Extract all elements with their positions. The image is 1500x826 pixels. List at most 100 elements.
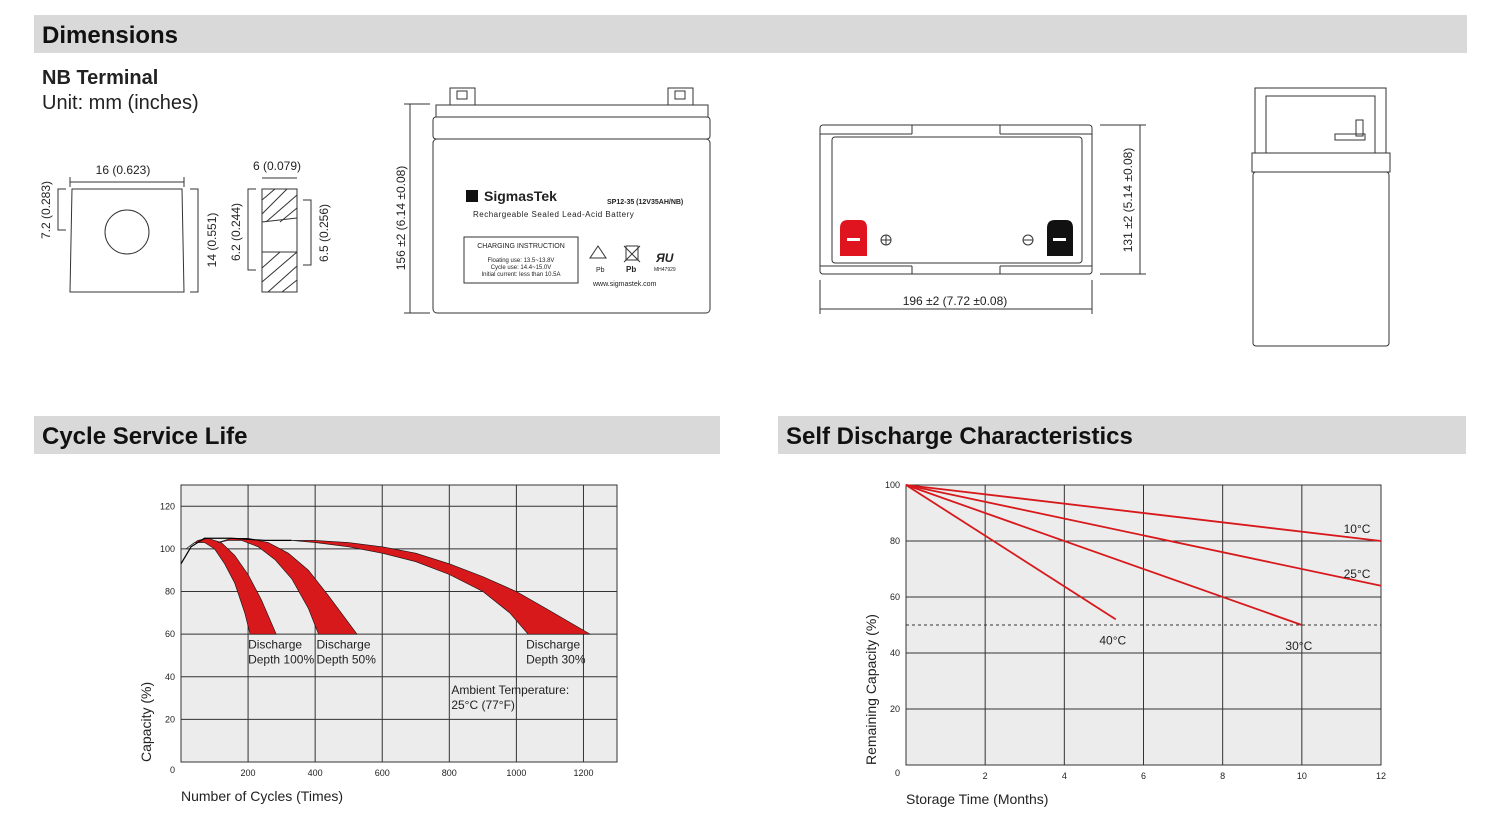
x-tick-label: 1000: [506, 768, 526, 778]
instruction-line: Cycle use: 14.4~15.0V: [491, 265, 552, 271]
band-label: Discharge: [526, 637, 580, 651]
drawing-path: [57, 188, 66, 231]
series-line: [905, 484, 1117, 621]
band-label: Depth 100%: [248, 652, 314, 666]
series-label: 40°C: [1099, 633, 1126, 647]
dim-label: 6 (0.079): [253, 159, 301, 173]
x-tick-label: 200: [241, 768, 256, 778]
series-line: [905, 484, 1382, 542]
dim-label: 156 ±2 (6.14 ±0.08): [394, 166, 408, 271]
header-bar: [34, 416, 720, 454]
drawing-rect: [1265, 95, 1376, 154]
drawing-rect: [432, 116, 711, 140]
annotation: 25°C (77°F): [451, 698, 515, 712]
mark: MH47929: [654, 267, 676, 273]
x-tick-label: 6: [1141, 771, 1146, 781]
y-tick-label: 80: [890, 536, 900, 546]
x-tick-label: 4: [1062, 771, 1067, 781]
drawing-rect: [831, 136, 1083, 264]
battery-top: 131 ±2 (5.14 ±0.08) 196 ±2 (7.72 ±0.08): [819, 124, 1146, 314]
drawing-rect: [674, 90, 686, 100]
series-line: [905, 484, 1303, 626]
band-label: Depth 50%: [317, 652, 377, 666]
website: www.sigmastek.com: [592, 281, 657, 288]
series-label: 10°C: [1344, 522, 1371, 536]
annotation: Ambient Temperature:: [451, 683, 569, 697]
section-title: Self Discharge Characteristics: [786, 423, 1133, 450]
capacity-line: [180, 537, 292, 565]
x-tick-label: 10: [1297, 771, 1307, 781]
drawing-rect: [463, 236, 579, 284]
y-tick-label: 40: [890, 648, 900, 658]
y-axis-label: Capacity (%): [138, 682, 154, 762]
drawing-rect: [1254, 87, 1387, 154]
y-tick-label: 60: [165, 629, 175, 639]
drawing-path: [190, 188, 199, 293]
drawing-path: [261, 188, 298, 293]
y-tick-label: 80: [165, 587, 175, 597]
drawing-rect: [819, 124, 1093, 275]
dim-label: 14 (0.551): [205, 213, 219, 268]
drawing-rect: [1251, 152, 1391, 173]
model: SP12-35 (12V35AH/NB): [607, 199, 683, 206]
drawing-path: [303, 199, 312, 266]
x-tick-label: 2: [983, 771, 988, 781]
instruction-line: Initial current: less than 10.5A: [481, 272, 560, 278]
drawing-rect: [466, 190, 478, 202]
section-title: Dimensions: [42, 22, 178, 49]
dim-label: 6.2 (0.244): [229, 203, 243, 261]
dim-label: 6.5 (0.256): [317, 204, 331, 262]
y-tick-label: 100: [160, 544, 175, 554]
x-tick-label: 400: [308, 768, 323, 778]
drawing-rect: [1053, 238, 1066, 241]
drawing-rect: [1355, 119, 1364, 137]
mark: Pb: [626, 265, 636, 274]
discharge-band: [291, 540, 592, 635]
y-tick-label: 40: [165, 672, 175, 682]
series-label: 30°C: [1285, 639, 1312, 653]
drawing-path: [589, 245, 607, 259]
series-line: [905, 484, 1382, 587]
x-tick-label: 600: [375, 768, 390, 778]
band-label: Discharge: [317, 637, 371, 651]
battery-front: 156 ±2 (6.14 ±0.08) SigmasTek SP12-35 (1…: [394, 87, 711, 314]
x-tick-label: 12: [1376, 771, 1386, 781]
x-tick-label: 1200: [573, 768, 593, 778]
terminal-side: 6 (0.079) 6.2 (0.244) 6.5 (0.256): [229, 159, 331, 293]
band-label: Depth 30%: [526, 652, 586, 666]
y-tick-label: 20: [165, 714, 175, 724]
series-label: 25°C: [1344, 567, 1371, 581]
section-title: Cycle Service Life: [42, 423, 247, 450]
drawing-rect: [432, 138, 711, 314]
header-bar: [778, 416, 1466, 454]
description: Rechargeable Sealed Lead-Acid Battery: [473, 210, 634, 219]
drawing-path: [881, 235, 891, 245]
y-axis-label: Remaining Capacity (%): [863, 614, 879, 765]
x-tick-label: 800: [442, 768, 457, 778]
mark: Pb: [596, 267, 605, 274]
ul-mark: ЯU: [655, 251, 674, 265]
x-axis-label: Storage Time (Months): [906, 791, 1048, 807]
y-tick-label: 0: [895, 768, 900, 778]
discharge-band: [185, 537, 277, 635]
drawing-path: [623, 245, 641, 263]
x-tick-label: 8: [1220, 771, 1225, 781]
band-label: Discharge: [248, 637, 302, 651]
drawing-path: [247, 188, 256, 271]
y-tick-label: 60: [890, 592, 900, 602]
y-tick-label: 120: [160, 501, 175, 511]
drawing-rect: [1334, 133, 1366, 141]
drawing-rect: [1252, 171, 1390, 347]
dim-label: 7.2 (0.283): [39, 181, 53, 239]
unit: Unit: mm (inches): [42, 92, 199, 114]
drawing-rect: [847, 238, 860, 241]
x-axis-label: Number of Cycles (Times): [181, 788, 343, 804]
dim-label: 16 (0.623): [96, 163, 151, 177]
y-tick-label: 100: [885, 480, 900, 490]
header-bar: [34, 15, 1467, 53]
y-tick-label: 20: [890, 704, 900, 714]
instruction-line: Floating use: 13.5~13.8V: [488, 258, 555, 264]
drawing-circle: [104, 209, 150, 255]
